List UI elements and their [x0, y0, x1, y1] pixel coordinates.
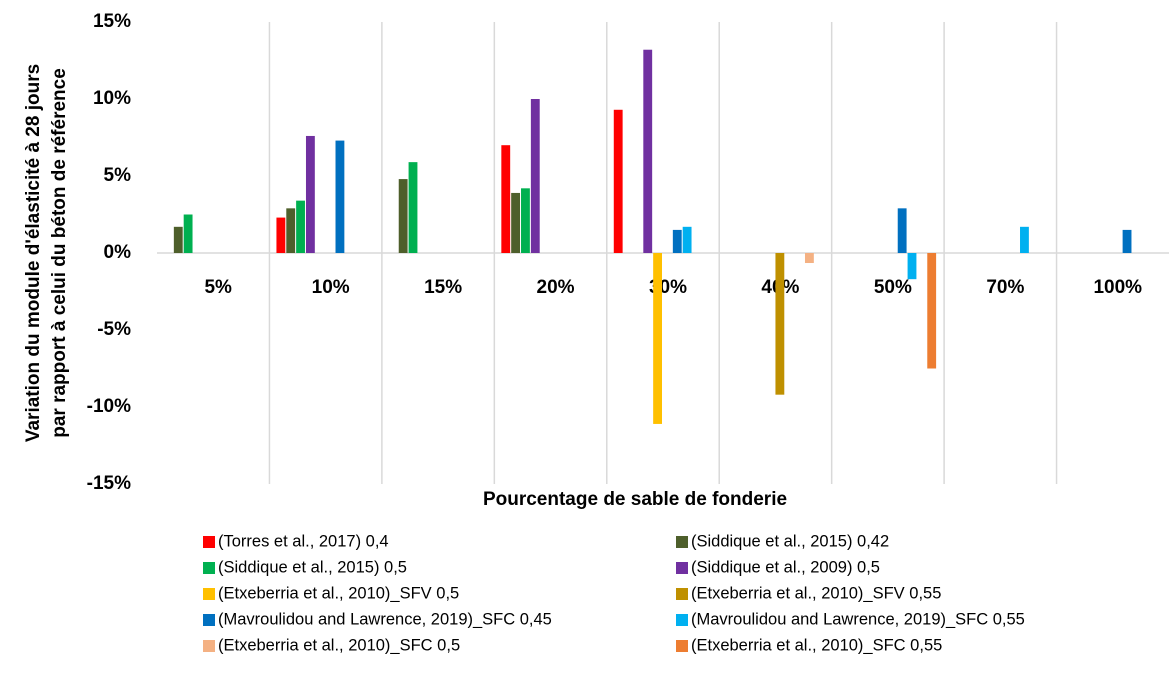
y-axis-title: par rapport à celui du béton de référenc… — [49, 68, 70, 438]
bar — [183, 214, 193, 253]
x-tick-label: 15% — [424, 277, 462, 298]
bar — [530, 99, 540, 253]
legend-label: (Etxeberria et al., 2010)_SFC 0,55 — [691, 636, 942, 654]
y-tick-label: -15% — [87, 473, 131, 494]
x-tick-label: 70% — [986, 277, 1024, 298]
y-axis-title: Variation du module d'élasticité à 28 jo… — [23, 64, 44, 442]
bar — [927, 253, 937, 369]
legend-swatch — [203, 614, 215, 626]
bar — [286, 208, 296, 253]
legend-swatch — [203, 536, 215, 548]
x-tick-label: 20% — [537, 277, 575, 298]
bar — [672, 229, 682, 253]
legend-label: (Torres et al., 2017) 0,4 — [218, 532, 389, 550]
legend-swatch — [676, 588, 688, 600]
x-tick-label: 100% — [1093, 277, 1142, 298]
legend-swatch — [203, 640, 215, 652]
bar — [907, 253, 917, 280]
bar — [897, 208, 907, 253]
bar — [643, 49, 653, 253]
legend-label: (Mavroulidou and Lawrence, 2019)_SFC 0,4… — [218, 610, 552, 628]
y-tick-label: 15% — [93, 11, 131, 32]
y-tick-label: 0% — [104, 242, 132, 263]
legend-swatch — [203, 588, 215, 600]
bar — [1020, 226, 1029, 253]
x-tick-label: 50% — [874, 277, 912, 298]
bar — [653, 253, 662, 424]
bar — [276, 217, 286, 253]
y-tick-label: -5% — [97, 319, 131, 340]
legend-swatch — [203, 562, 215, 574]
legend-label: (Siddique et al., 2015) 0,42 — [691, 532, 889, 550]
legend-swatch — [676, 614, 688, 626]
bar — [408, 162, 418, 253]
x-axis-title: Pourcentage de sable de fonderie — [483, 489, 787, 510]
y-tick-label: 10% — [93, 88, 131, 109]
legend-label: (Mavroulidou and Lawrence, 2019)_SFC 0,5… — [691, 610, 1025, 628]
y-tick-label: 5% — [104, 165, 132, 186]
bar — [775, 253, 785, 395]
bar — [1122, 229, 1132, 253]
bar — [804, 253, 814, 264]
legend-label: (Siddique et al., 2015) 0,5 — [218, 558, 407, 576]
legend-swatch — [676, 562, 688, 574]
legend-label: (Etxeberria et al., 2010)_SFC 0,5 — [218, 636, 460, 654]
y-tick-label: -10% — [87, 396, 131, 417]
bar — [521, 188, 530, 253]
bar — [296, 200, 305, 253]
bar — [511, 192, 521, 253]
bar — [335, 140, 345, 253]
bar — [682, 226, 692, 253]
bar — [305, 135, 315, 253]
legend-label: (Siddique et al., 2009) 0,5 — [691, 558, 880, 576]
bar — [501, 145, 511, 253]
legend-swatch — [676, 536, 688, 548]
legend-label: (Etxeberria et al., 2010)_SFV 0,5 — [218, 584, 459, 602]
legend-label: (Etxeberria et al., 2010)_SFV 0,55 — [691, 584, 941, 602]
legend-swatch — [676, 640, 688, 652]
bar — [173, 226, 183, 253]
bar — [398, 179, 408, 253]
x-tick-label: 10% — [312, 277, 350, 298]
bar — [613, 109, 623, 253]
x-tick-label: 5% — [204, 277, 232, 298]
